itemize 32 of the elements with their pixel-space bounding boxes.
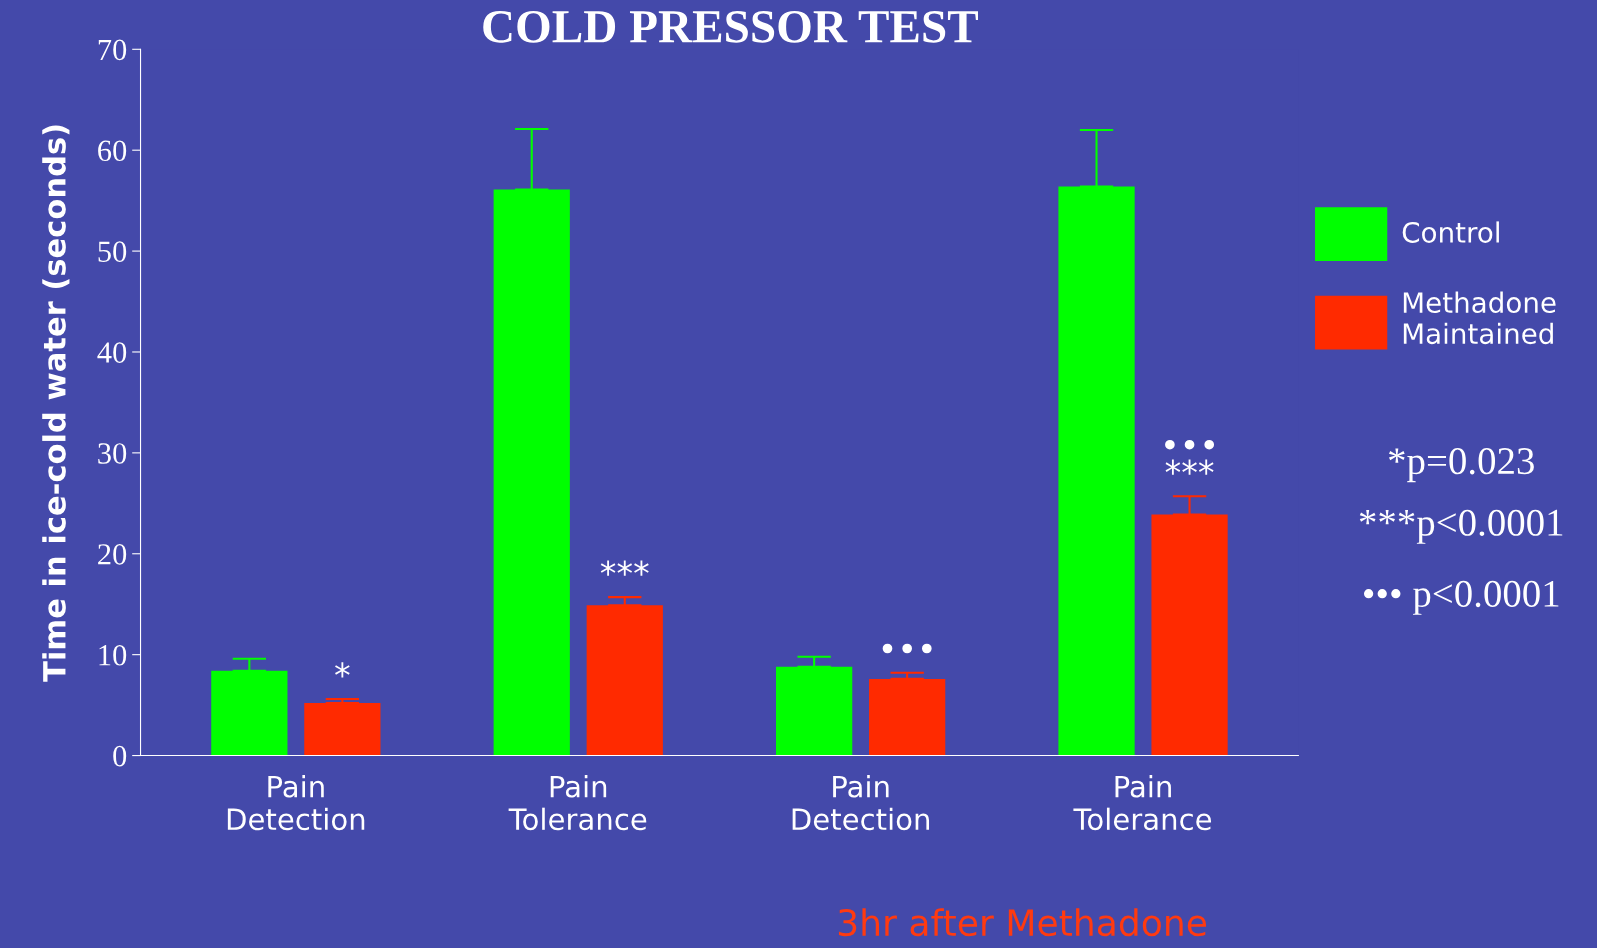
y-tick-label: 70 [98, 39, 127, 61]
y-tick-label: 10 [99, 644, 127, 666]
text: *p=0.023 [1389, 448, 1534, 483]
y-tick-label: 30 [98, 443, 127, 464]
bar [304, 703, 381, 756]
data-label: ••• *** [1165, 439, 1215, 475]
data-label: ••• [882, 643, 932, 654]
legend-label: Control [1402, 221, 1499, 243]
x-tick-label: Pain Tolerance [1073, 775, 1212, 831]
data-label: * [335, 662, 350, 678]
text: ***p<0.0001 [1359, 509, 1563, 544]
y-tick-label: 60 [98, 140, 127, 162]
bar [869, 678, 946, 756]
x-tick-label: Pain Tolerance [508, 775, 647, 831]
chart-title: COLD PRESSOR TEST [483, 10, 978, 43]
y-tick-label: 50 [98, 241, 127, 262]
bar [1151, 514, 1228, 756]
x-tick-label: Pain Detection [792, 775, 930, 831]
data-label: *** [600, 560, 649, 576]
text: ••• p<0.0001 [1363, 580, 1559, 615]
bar [493, 189, 570, 756]
x-tick-label: Pain Detection [227, 775, 365, 831]
y-axis-title: Time in ice-cold water (seconds) [42, 125, 70, 682]
legend-label: Methadone Maintained [1403, 291, 1556, 345]
y-tick-label: 0 [113, 745, 127, 767]
y-tick-label: 40 [97, 342, 127, 363]
bar [586, 605, 663, 756]
y-tick-label: 20 [98, 544, 127, 565]
bar [1058, 186, 1135, 756]
bar [776, 666, 853, 756]
text: 3hr after Methadone [838, 908, 1207, 937]
bar [211, 670, 288, 756]
